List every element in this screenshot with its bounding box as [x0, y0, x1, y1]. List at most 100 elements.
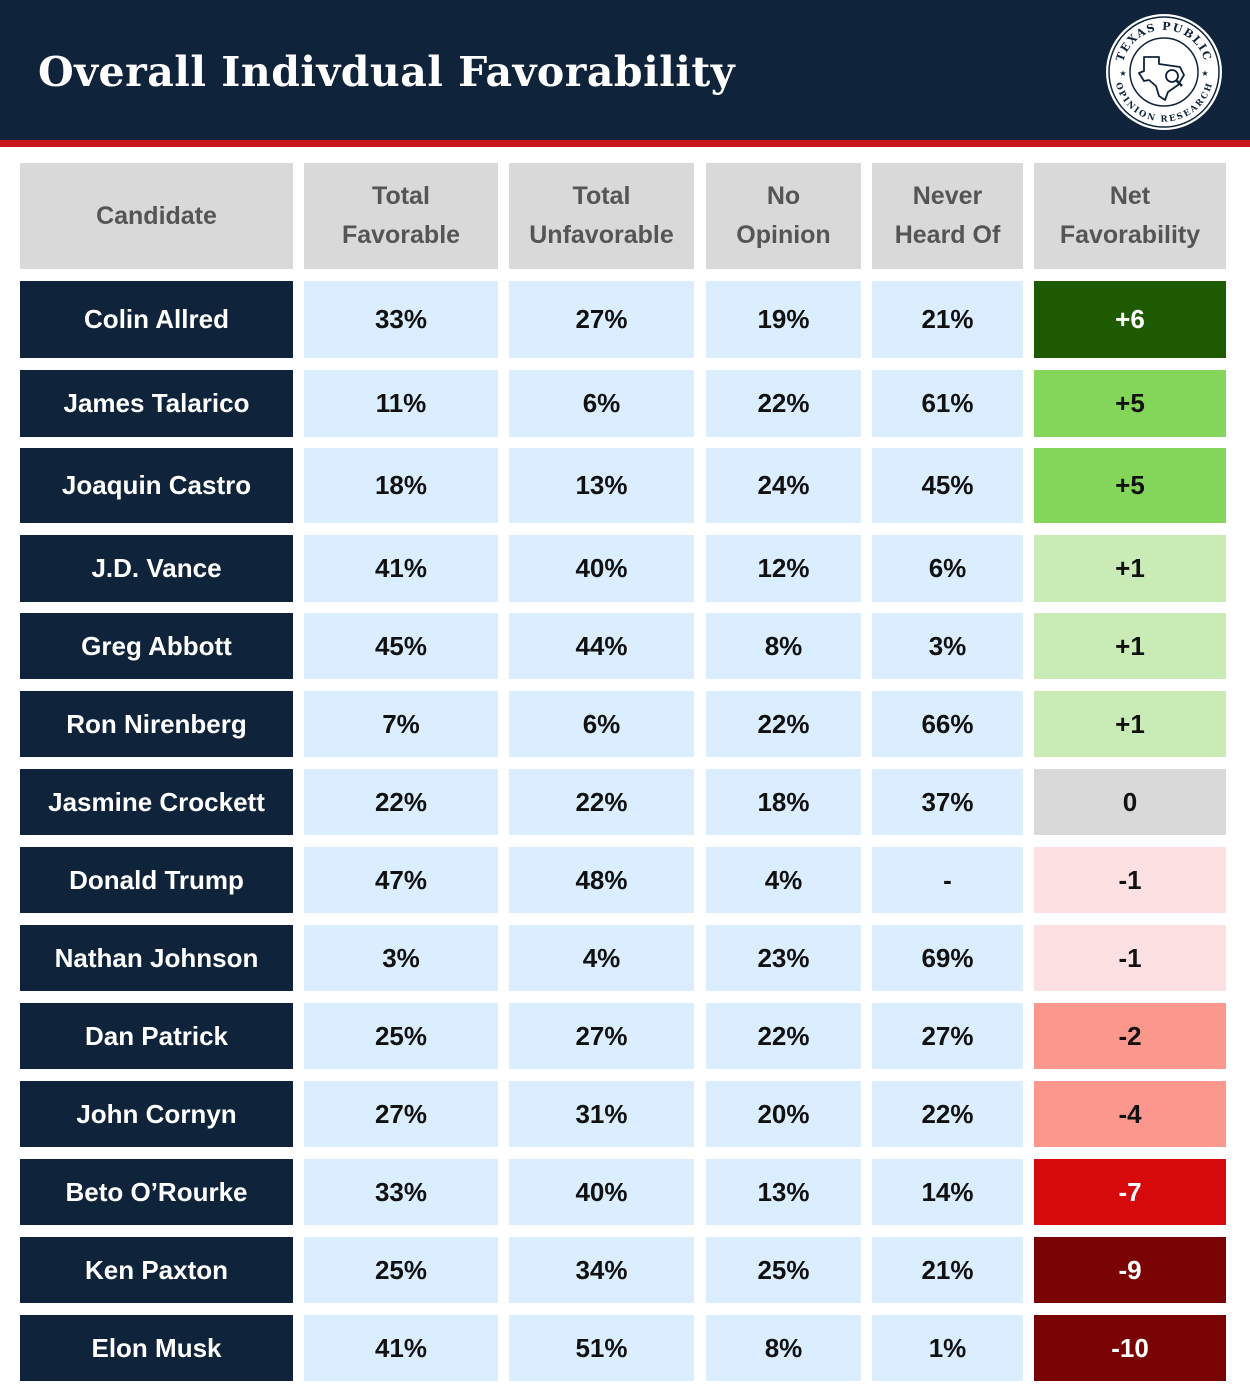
net-favorability-value-text: 0 — [1122, 786, 1138, 817]
net-favorability-value: 0 — [1034, 769, 1226, 835]
total-unfavorable-value: 27% — [509, 1003, 694, 1069]
total-favorable-value: 33% — [304, 281, 498, 358]
total-unfavorable-value: 34% — [509, 1237, 694, 1303]
candidate-name-text: Elon Musk — [91, 1332, 222, 1363]
candidate-name: J.D. Vance — [20, 535, 293, 602]
candidate-name-text: Ron Nirenberg — [66, 708, 247, 739]
never-heard-of-value-text: 6% — [928, 553, 967, 583]
net-favorability-value-text: +1 — [1115, 553, 1145, 583]
no-opinion-value-text: 19% — [757, 304, 810, 334]
no-opinion-value: 23% — [706, 925, 861, 991]
candidate-name-text: James Talarico — [63, 388, 250, 418]
no-opinion-value: 22% — [706, 370, 861, 437]
total-favorable-value-text: 25% — [374, 1254, 428, 1285]
total-favorable-value-text: 45% — [374, 630, 428, 661]
net-favorability-value-text: +1 — [1115, 708, 1145, 739]
never-heard-of-value-text: 61% — [921, 388, 974, 418]
total-favorable-value: 22% — [304, 769, 498, 835]
never-heard-of-value: 22% — [872, 1081, 1023, 1147]
never-heard-of-value: 21% — [872, 1237, 1023, 1303]
net-favorability-value: -1 — [1034, 925, 1226, 991]
no-opinion-value: 4% — [706, 847, 861, 913]
total-favorable-value-text: 47% — [374, 864, 428, 895]
never-heard-of-value-text: 66% — [921, 708, 974, 739]
never-heard-of-value: 6% — [872, 535, 1023, 602]
net-favorability-value-text: -9 — [1118, 1254, 1142, 1285]
total-unfavorable-value: 48% — [509, 847, 694, 913]
total-unfavorable-value: 4% — [509, 925, 694, 991]
total-unfavorable-value-text: 51% — [575, 1332, 628, 1363]
never-heard-of-value: 1% — [872, 1315, 1023, 1381]
never-heard-of-value: - — [872, 847, 1023, 913]
never-heard-of-value-text: 27% — [921, 1020, 974, 1051]
candidate-name: Jasmine Crockett — [20, 769, 293, 835]
no-opinion-value-text: 8% — [764, 1332, 803, 1363]
candidate-name: Greg Abbott — [20, 613, 293, 679]
total-unfavorable-value: 6% — [509, 691, 694, 757]
no-opinion-value: 18% — [706, 769, 861, 835]
total-unfavorable-value-text: 27% — [575, 304, 628, 334]
total-unfavorable-value-text: 6% — [582, 388, 621, 418]
total-unfavorable-value-text: 40% — [575, 1176, 628, 1207]
never-heard-of-value-text: 14% — [921, 1176, 974, 1207]
total-favorable-value: 41% — [304, 1315, 498, 1381]
total-favorable-value: 47% — [304, 847, 498, 913]
net-favorability-value: -9 — [1034, 1237, 1226, 1303]
never-heard-of-value-text: 22% — [921, 1098, 974, 1129]
total-favorable-value: 45% — [304, 613, 498, 679]
never-heard-of-value: 14% — [872, 1159, 1023, 1225]
never-heard-of-value-text: 3% — [928, 630, 967, 661]
never-heard-of-value-text: - — [943, 864, 952, 895]
no-opinion-value-text: 23% — [757, 942, 810, 973]
total-favorable-value: 33% — [304, 1159, 498, 1225]
candidate-name: Ken Paxton — [20, 1237, 293, 1303]
total-favorable-value-text: 18% — [374, 470, 428, 500]
header-no-opinion-text: No Opinion — [736, 182, 831, 249]
never-heard-of-value: 61% — [872, 370, 1023, 437]
total-unfavorable-value: 13% — [509, 448, 694, 523]
candidate-name: Beto O’Rourke — [20, 1159, 293, 1225]
candidate-name-text: J.D. Vance — [91, 553, 222, 583]
net-favorability-value: +5 — [1034, 370, 1226, 437]
no-opinion-value-text: 18% — [757, 786, 810, 817]
net-favorability-value: +1 — [1034, 535, 1226, 602]
net-favorability-value-text: -10 — [1111, 1332, 1149, 1363]
total-favorable-value: 25% — [304, 1237, 498, 1303]
title-banner: Overall Indivdual Favorability TEXAS PUB… — [0, 0, 1250, 140]
no-opinion-value: 8% — [706, 613, 861, 679]
no-opinion-value-text: 25% — [757, 1254, 810, 1285]
svg-text:★: ★ — [1119, 69, 1126, 78]
net-favorability-value-text: +1 — [1115, 630, 1145, 661]
svg-text:★: ★ — [1201, 69, 1208, 78]
header-net-favorability-text: Net Favorability — [1059, 182, 1201, 249]
total-favorable-value: 11% — [304, 370, 498, 437]
never-heard-of-value: 27% — [872, 1003, 1023, 1069]
header-total-favorable: Total Favorable — [304, 163, 498, 269]
total-unfavorable-value-text: 4% — [582, 942, 621, 973]
header-total-favorable-text: Total Favorable — [341, 182, 461, 249]
total-unfavorable-value-text: 22% — [575, 786, 628, 817]
net-favorability-value: -1 — [1034, 847, 1226, 913]
total-unfavorable-value: 40% — [509, 535, 694, 602]
header-never-heard-of: Never Heard Of — [872, 163, 1023, 269]
no-opinion-value-text: 22% — [757, 708, 810, 739]
no-opinion-value: 8% — [706, 1315, 861, 1381]
total-favorable-value-text: 33% — [374, 304, 428, 334]
total-favorable-value-text: 7% — [382, 708, 420, 739]
total-unfavorable-value-text: 13% — [575, 470, 628, 500]
candidate-name-text: Nathan Johnson — [54, 942, 259, 973]
no-opinion-value-text: 20% — [757, 1098, 810, 1129]
net-favorability-value: -4 — [1034, 1081, 1226, 1147]
net-favorability-value: +6 — [1034, 281, 1226, 358]
net-favorability-value: +5 — [1034, 448, 1226, 523]
net-favorability-value: +1 — [1034, 691, 1226, 757]
net-favorability-value: +1 — [1034, 613, 1226, 679]
total-favorable-value-text: 41% — [374, 1332, 428, 1363]
total-unfavorable-value: 6% — [509, 370, 694, 437]
header-no-opinion: No Opinion — [706, 163, 861, 269]
header-total-unfavorable-text: Total Unfavorable — [529, 182, 674, 249]
candidate-name-text: Colin Allred — [84, 304, 229, 334]
no-opinion-value: 25% — [706, 1237, 861, 1303]
never-heard-of-value-text: 21% — [921, 304, 974, 334]
never-heard-of-value: 3% — [872, 613, 1023, 679]
